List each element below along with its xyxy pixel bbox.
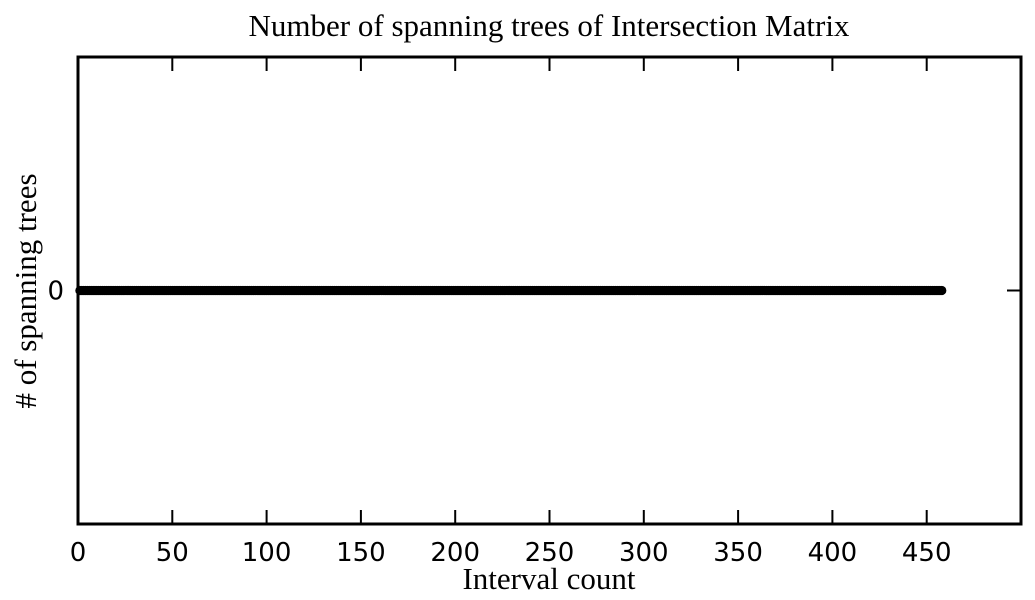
x-axis-label: Interval count xyxy=(462,561,635,596)
data-layer xyxy=(75,285,947,296)
y-tick-label: 0 xyxy=(47,277,64,307)
x-tick-label: 0 xyxy=(70,538,87,568)
plot-frame xyxy=(76,55,1023,526)
ticks-layer: 0 50 100 150 200 250 300 350 400 450 0 xyxy=(47,57,1021,568)
x-tick-label: 50 xyxy=(156,538,189,568)
x-tick-label: 450 xyxy=(902,538,952,568)
x-tick-label: 100 xyxy=(242,538,292,568)
chart-title: Number of spanning trees of Intersection… xyxy=(249,8,850,43)
x-tick-label: 350 xyxy=(713,538,763,568)
x-tick-label: 150 xyxy=(336,538,386,568)
x-tick-label: 400 xyxy=(808,538,858,568)
x-tick-label: 300 xyxy=(619,538,669,568)
x-tick-label: 200 xyxy=(430,538,480,568)
data-point xyxy=(937,285,947,296)
x-tick-label: 250 xyxy=(525,538,575,568)
y-axis-label: # of spanning trees xyxy=(8,173,43,408)
